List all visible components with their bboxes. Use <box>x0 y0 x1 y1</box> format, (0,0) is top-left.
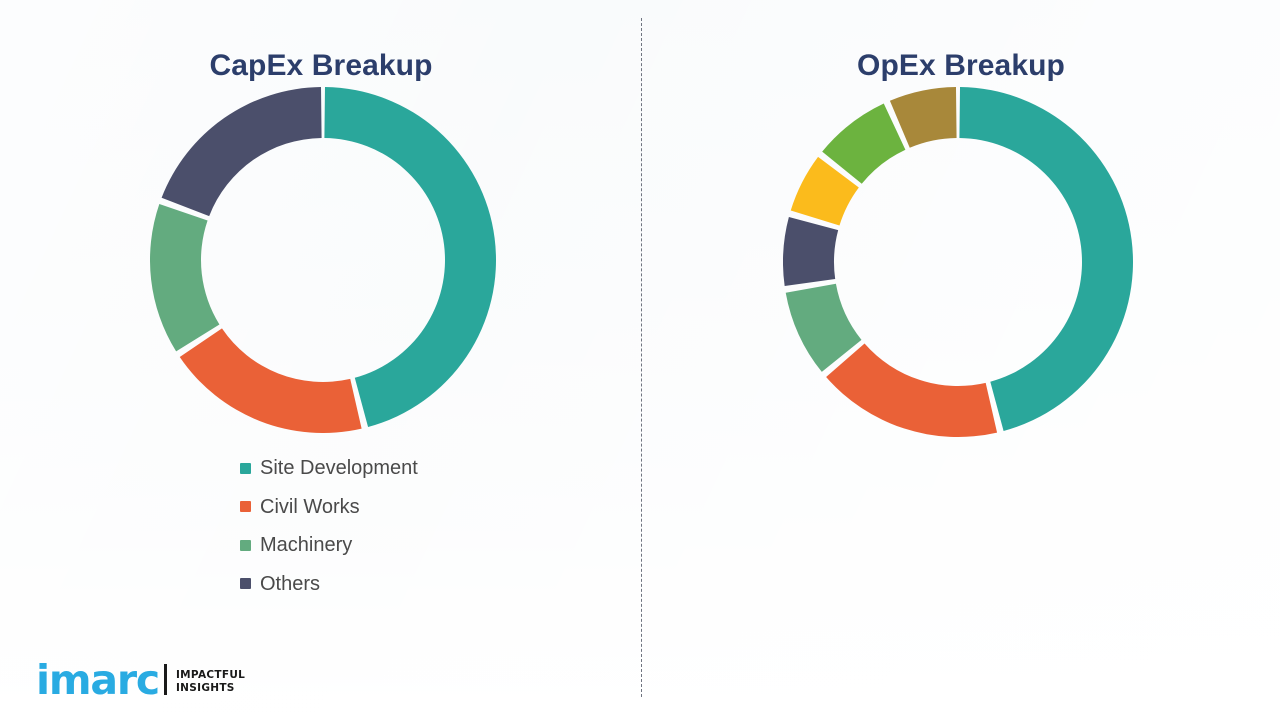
legend-item-label: Others <box>260 572 321 595</box>
donut-segment[interactable] <box>149 203 220 352</box>
legend-swatch-icon <box>240 539 251 551</box>
donut-segment[interactable] <box>826 343 998 438</box>
donut-segment[interactable] <box>822 103 906 184</box>
logo-wordmark: imarc <box>36 656 160 705</box>
capex-donut-chart <box>149 87 496 434</box>
donut-segment[interactable] <box>785 283 862 372</box>
opex-chart-title: OpEx Breakup <box>857 48 1065 82</box>
capex-donut-svg <box>149 87 496 434</box>
opex-donut-svg <box>783 87 1133 438</box>
logo-tagline: IMPACTFUL INSIGHTS <box>176 669 245 695</box>
logo-separator-bar <box>163 664 167 695</box>
donut-segment[interactable] <box>324 87 496 428</box>
panel-divider <box>641 18 642 697</box>
legend-swatch-icon <box>240 462 251 474</box>
legend-swatch-icon <box>240 578 251 590</box>
donut-segment[interactable] <box>889 87 957 148</box>
legend-item[interactable]: Others <box>240 565 418 604</box>
logo-tagline-line2: INSIGHTS <box>175 681 235 694</box>
imarc-logo: imarc IMPACTFUL INSIGHTS <box>36 656 245 705</box>
donut-segment[interactable] <box>179 328 362 434</box>
donut-segment[interactable] <box>161 87 322 217</box>
donut-segment[interactable] <box>959 87 1133 431</box>
capex-panel: CapEx Breakup Site Development Civil Work… <box>149 48 496 603</box>
opex-donut-chart <box>783 87 1133 438</box>
opex-panel: OpEx Breakup Raw MaterialsSalaries and W… <box>642 0 1280 720</box>
legend-item-label: Machinery <box>260 534 353 557</box>
logo-tagline-line1: IMPACTFUL <box>175 668 246 681</box>
legend-item-label: Civil Works <box>260 495 360 518</box>
capex-legend: Site Development Civil Works Machinery Othe… <box>240 449 418 603</box>
capex-chart-title: CapEx Breakup <box>209 48 433 82</box>
legend-item[interactable]: Site Development <box>240 449 418 488</box>
donut-segment[interactable] <box>790 156 859 226</box>
donut-segment[interactable] <box>783 217 839 287</box>
legend-item-label: Site Development <box>260 457 418 480</box>
legend-swatch-icon <box>240 501 251 513</box>
legend-item[interactable]: Machinery <box>240 526 418 565</box>
legend-item[interactable]: Civil Works <box>240 488 418 527</box>
